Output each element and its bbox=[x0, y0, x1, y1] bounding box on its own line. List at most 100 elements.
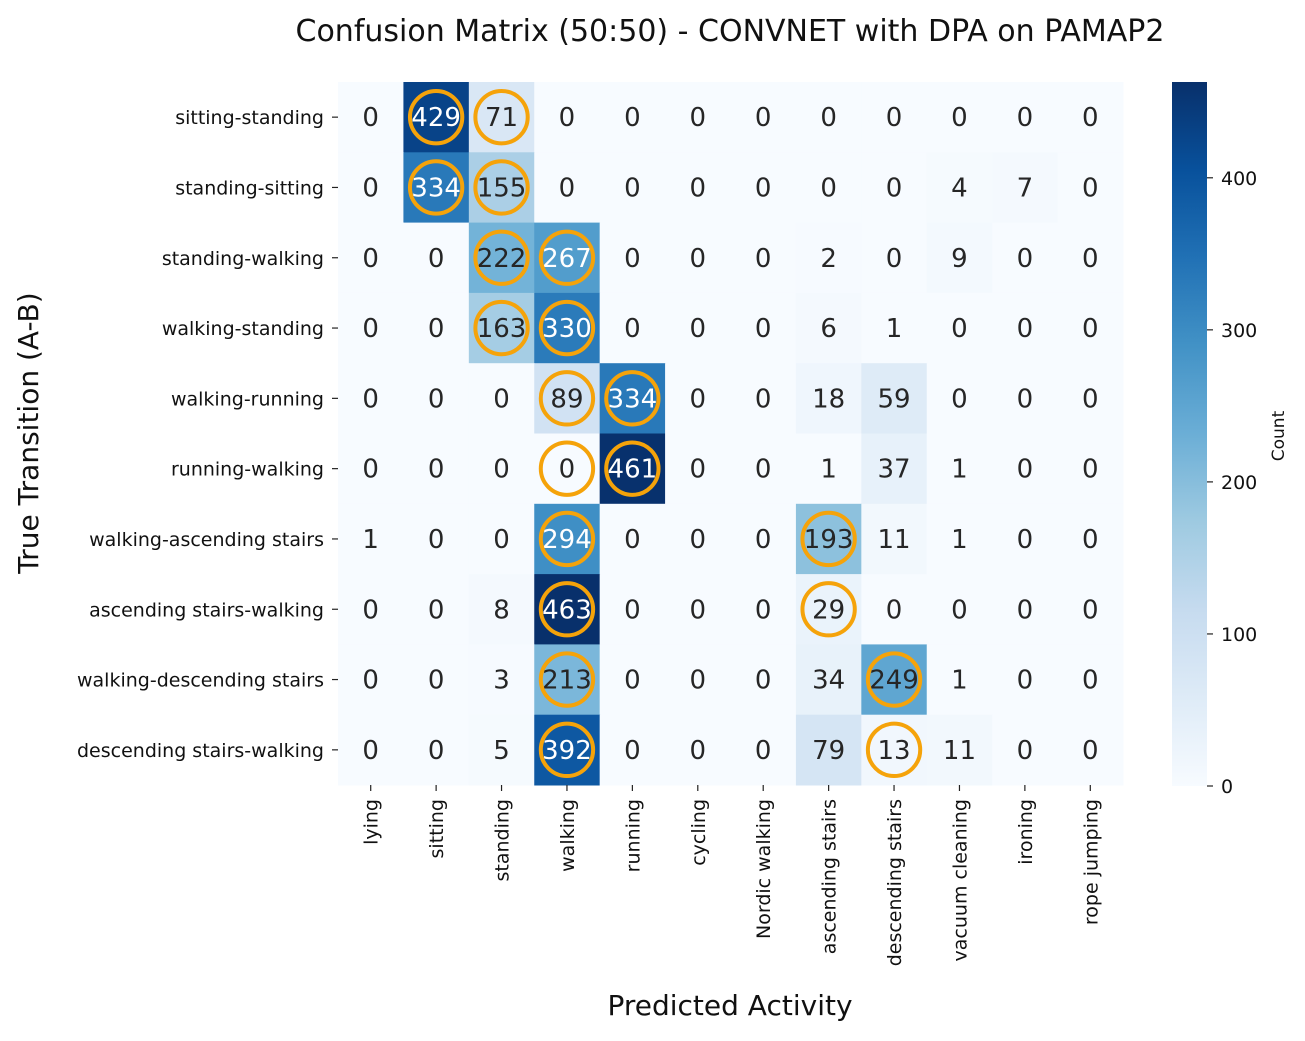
heatmap-cell-r5-c1 bbox=[403, 433, 470, 505]
cell-value-r3-c9: 0 bbox=[951, 314, 968, 344]
heatmap-cell-r4-c7 bbox=[795, 363, 862, 434]
y-tick-label-5: running-walking bbox=[171, 459, 324, 481]
cell-value-r2-c11: 0 bbox=[1082, 244, 1099, 274]
heatmap-cell-r4-c8 bbox=[861, 363, 928, 434]
heatmap-cell-r2-c3 bbox=[534, 222, 601, 294]
cell-value-r6-c10: 0 bbox=[1017, 525, 1034, 555]
heatmap-cell-r9-c3 bbox=[534, 714, 601, 786]
cell-value-r6-c9: 1 bbox=[951, 525, 968, 555]
highlight-circle-10 bbox=[538, 440, 596, 497]
y-tick-label-4: walking-running bbox=[171, 388, 324, 410]
colorbar-label: Count bbox=[1269, 410, 1289, 461]
cell-value-r5-c10: 0 bbox=[1017, 455, 1034, 485]
cell-value-r7-c8: 0 bbox=[886, 595, 903, 625]
cell-value-r0-c7: 0 bbox=[820, 103, 837, 133]
cell-value-r4-c2: 0 bbox=[493, 384, 510, 414]
heatmap-cell-r8-c7 bbox=[795, 644, 862, 716]
cell-value-r3-c3: 330 bbox=[542, 314, 592, 344]
heatmap-cell-r1-c0 bbox=[338, 152, 404, 224]
cell-value-r5-c1: 0 bbox=[428, 455, 445, 485]
cell-value-r8-c1: 0 bbox=[428, 666, 445, 696]
heatmap-cell-r7-c4 bbox=[599, 574, 666, 645]
colorbar-tick-label-2: 200 bbox=[1221, 472, 1257, 494]
heatmap-cell-r0-c3 bbox=[534, 82, 601, 153]
heatmap-cell-r5-c5 bbox=[665, 433, 731, 505]
heatmap-cell-r0-c6 bbox=[730, 82, 797, 153]
cell-value-r7-c10: 0 bbox=[1017, 595, 1034, 625]
heatmap-cell-r1-c1 bbox=[403, 152, 470, 224]
cell-value-r8-c8: 249 bbox=[869, 666, 919, 696]
x-tick-label-3: walking bbox=[557, 799, 579, 872]
y-tick-label-3: walking-standing bbox=[162, 318, 324, 340]
cell-value-r5-c2: 0 bbox=[493, 455, 510, 485]
highlight-circle-2 bbox=[407, 159, 465, 216]
heatmap-cell-r6-c7 bbox=[795, 503, 862, 575]
cell-value-r1-c10: 7 bbox=[1017, 173, 1034, 203]
heatmap-cell-r8-c3 bbox=[534, 644, 601, 716]
cell-value-r6-c1: 0 bbox=[428, 525, 445, 555]
cell-value-r0-c9: 0 bbox=[951, 103, 968, 133]
heatmap-cell-r2-c6 bbox=[730, 222, 797, 294]
heatmap-cell-r3-c4 bbox=[599, 292, 666, 364]
cell-value-r9-c9: 11 bbox=[943, 736, 976, 766]
heatmap-cell-r2-c2 bbox=[468, 222, 535, 294]
x-axis-label: Predicted Activity bbox=[607, 989, 852, 1022]
heatmap-cell-r7-c0 bbox=[338, 574, 404, 645]
cell-value-r5-c0: 0 bbox=[362, 455, 379, 485]
cell-value-r1-c8: 0 bbox=[886, 173, 903, 203]
heatmap-cell-r7-c8 bbox=[861, 574, 928, 645]
heatmap-cell-r7-c7 bbox=[795, 574, 862, 645]
cell-value-r1-c11: 0 bbox=[1082, 173, 1099, 203]
cell-value-r2-c5: 0 bbox=[690, 244, 707, 274]
cell-value-r1-c7: 0 bbox=[820, 173, 837, 203]
heatmap-cell-r1-c6 bbox=[730, 152, 797, 224]
heatmap-cell-r6-c11 bbox=[1057, 503, 1124, 575]
heatmap-cell-r1-c9 bbox=[926, 152, 993, 224]
heatmap-cell-r0-c8 bbox=[861, 82, 928, 153]
heatmap-cell-r4-c4 bbox=[599, 363, 666, 434]
heatmap-cell-r0-c1 bbox=[403, 82, 470, 153]
cell-value-r7-c5: 0 bbox=[690, 595, 707, 625]
cell-value-r6-c11: 0 bbox=[1082, 525, 1099, 555]
heatmap-cell-r2-c0 bbox=[338, 222, 404, 294]
heatmap-cell-r0-c4 bbox=[599, 82, 666, 153]
heatmap-cell-r2-c11 bbox=[1057, 222, 1124, 294]
heatmap-cell-r6-c6 bbox=[730, 503, 797, 575]
heatmap-cell-r5-c10 bbox=[992, 433, 1059, 505]
highlight-circle-9 bbox=[604, 370, 661, 427]
heatmap-cell-r2-c10 bbox=[992, 222, 1059, 294]
cell-value-r9-c4: 0 bbox=[624, 736, 641, 766]
cell-value-r7-c4: 0 bbox=[624, 595, 641, 625]
heatmap-cell-r3-c7 bbox=[795, 292, 862, 364]
colorbar-tick-label-3: 300 bbox=[1221, 320, 1257, 342]
heatmap-cell-r8-c9 bbox=[926, 644, 993, 716]
cell-value-r0-c8: 0 bbox=[886, 103, 903, 133]
x-tick-label-11: rope jumping bbox=[1080, 799, 1102, 925]
heatmap-cell-r9-c10 bbox=[992, 714, 1059, 786]
heatmap-cell-r7-c10 bbox=[992, 574, 1059, 645]
heatmap-cell-r8-c8 bbox=[861, 644, 928, 716]
cell-value-r6-c3: 294 bbox=[542, 525, 592, 555]
heatmap-cell-r9-c9 bbox=[926, 714, 993, 786]
heatmap-cell-r2-c4 bbox=[599, 222, 666, 294]
y-tick-label-9: descending stairs-walking bbox=[77, 740, 324, 762]
heatmap-cell-r8-c11 bbox=[1057, 644, 1124, 716]
x-tick-label-2: standing bbox=[492, 799, 514, 881]
heatmap-cell-r6-c2 bbox=[468, 503, 535, 575]
heatmap-cell-r9-c2 bbox=[468, 714, 535, 786]
colorbar-tick-label-4: 400 bbox=[1221, 168, 1257, 190]
heatmap-cell-r9-c7 bbox=[795, 714, 862, 786]
cell-value-r3-c10: 0 bbox=[1017, 314, 1034, 344]
cell-value-r3-c0: 0 bbox=[362, 314, 379, 344]
heatmap-cell-r4-c0 bbox=[338, 363, 404, 434]
heatmap-cell-r8-c5 bbox=[665, 644, 731, 716]
cell-value-r3-c6: 0 bbox=[755, 314, 772, 344]
colorbar-tick-label-1: 100 bbox=[1221, 624, 1257, 646]
cell-value-r0-c10: 0 bbox=[1017, 103, 1034, 133]
cell-value-r5-c6: 0 bbox=[755, 455, 772, 485]
heatmap-cell-r0-c11 bbox=[1057, 82, 1124, 153]
heatmap-cell-r4-c6 bbox=[730, 363, 797, 434]
heatmap-cell-r9-c0 bbox=[338, 714, 404, 786]
